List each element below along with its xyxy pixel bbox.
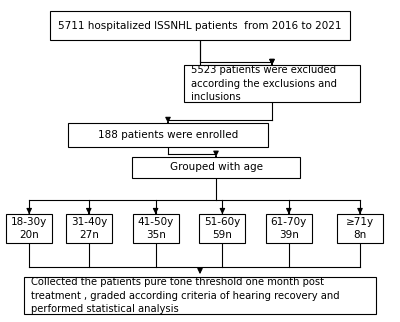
Text: 61-70y
39n: 61-70y 39n [271,217,307,241]
Text: ≥71y
8n: ≥71y 8n [346,217,374,241]
Text: Collected the patients pure tone threshold one month post
treatment , graded acc: Collected the patients pure tone thresho… [31,277,340,314]
FancyBboxPatch shape [50,11,350,40]
FancyBboxPatch shape [6,214,52,243]
FancyBboxPatch shape [66,214,112,243]
Text: 51-60y
59n: 51-60y 59n [204,217,240,241]
FancyBboxPatch shape [132,157,300,178]
Text: 5711 hospitalized ISSNHL patients  from 2016 to 2021: 5711 hospitalized ISSNHL patients from 2… [58,21,342,31]
Text: 5523 patients were excluded
according the exclusions and
inclusions: 5523 patients were excluded according th… [191,65,337,102]
FancyBboxPatch shape [24,277,376,314]
FancyBboxPatch shape [200,214,246,243]
FancyBboxPatch shape [337,214,383,243]
Text: 31-40y
27n: 31-40y 27n [71,217,107,241]
Text: 18-30y
20n: 18-30y 20n [11,217,47,241]
Text: Grouped with age: Grouped with age [170,162,262,173]
Text: 41-50y
35n: 41-50y 35n [138,217,174,241]
FancyBboxPatch shape [184,65,360,102]
FancyBboxPatch shape [68,123,268,147]
FancyBboxPatch shape [266,214,312,243]
Text: 188 patients were enrolled: 188 patients were enrolled [98,130,238,140]
FancyBboxPatch shape [133,214,178,243]
